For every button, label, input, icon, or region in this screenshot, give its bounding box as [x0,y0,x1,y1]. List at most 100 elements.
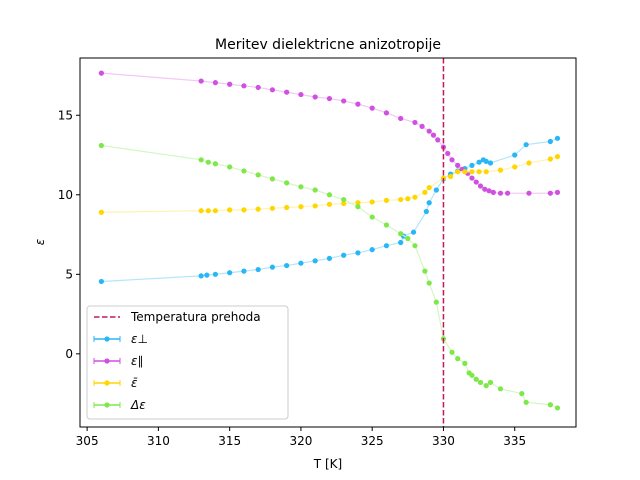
data-point [455,162,461,168]
data-point [255,84,261,91]
data-point [269,264,276,270]
data-point [255,172,261,178]
data-point [383,197,390,203]
data-point [497,386,504,392]
data-point [312,94,318,100]
data-point [547,138,553,145]
legend-box [86,305,289,420]
data-point [326,255,333,262]
data-point [398,196,404,203]
data-point [369,199,375,205]
data-point [355,204,361,210]
data-point [455,356,461,362]
data-point [419,123,425,129]
chart-title: Meritev dielektricne anizotropije [215,37,441,53]
y-tick-label: 0 [65,347,73,361]
data-point [469,169,475,175]
data-point [312,187,318,193]
data-point [227,270,233,276]
data-point [504,190,511,196]
data-point [477,379,484,386]
x-axis: 305 310 315 320 325 330 335 [76,427,526,448]
data-point [284,180,290,186]
data-point [476,169,482,175]
data-point [512,164,518,170]
data-point [405,235,411,242]
data-point [326,95,333,102]
data-point [554,405,561,411]
data-point [212,161,219,167]
data-point [426,280,432,286]
x-tick-label: 335 [503,434,526,448]
x-axis-label: T [K] [313,457,342,471]
data-point [483,169,489,175]
data-point [212,208,219,214]
data-point [269,176,276,182]
data-point [473,376,479,382]
data-point [449,157,455,163]
legend-marker [104,380,110,386]
data-point [445,150,451,157]
data-point [426,128,432,134]
data-point [205,208,211,214]
x-tick-label: 305 [76,434,99,448]
data-point [435,137,441,143]
data-point [241,168,247,174]
data-point [449,349,455,355]
data-point [383,243,390,249]
data-point [405,196,411,202]
data-point [98,278,104,285]
data-point [312,258,318,264]
data-point [355,101,361,107]
data-point [284,204,290,211]
legend: Temperatura prehoda ε⊥ ε∥ ε̄ Δε [86,305,289,420]
legend-marker [104,358,110,364]
data-point [526,190,532,196]
data-point [284,262,290,269]
data-point [198,78,204,84]
data-point [512,152,518,158]
legend-label: Δε [130,398,146,412]
legend-label: ε̄ [131,376,138,390]
legend-label: ε⊥ [131,332,148,346]
y-axis: 0 5 10 15 [58,108,80,361]
data-point [241,207,247,213]
data-point [284,89,290,95]
data-point [312,203,318,209]
data-point [98,70,104,76]
data-point [447,173,454,180]
data-point [355,200,361,206]
data-point [198,208,204,214]
data-point [526,160,532,166]
data-point [422,268,428,274]
data-point [433,187,439,193]
data-point [487,379,494,386]
data-point [98,209,104,215]
data-point [198,273,204,279]
plot-frame [79,57,577,428]
data-point [462,360,468,366]
data-point [198,157,204,163]
data-point [490,189,496,195]
data-point [398,115,404,122]
data-point [430,132,437,138]
data-point [483,383,489,389]
data-point [255,266,261,273]
data-point [482,186,488,192]
data-point [341,200,347,207]
data-point [341,98,347,104]
x-tick-label: 310 [147,434,170,448]
y-tick-label: 10 [58,188,73,202]
data-point [483,158,489,164]
data-point [255,206,261,212]
data-point [497,167,504,173]
data-point [341,196,347,203]
data-point [398,231,404,237]
data-point [523,142,529,148]
data-point [205,159,211,165]
data-point [298,260,304,266]
data-point [469,162,475,168]
data-point [554,189,561,195]
x-tick-label: 325 [361,434,384,448]
